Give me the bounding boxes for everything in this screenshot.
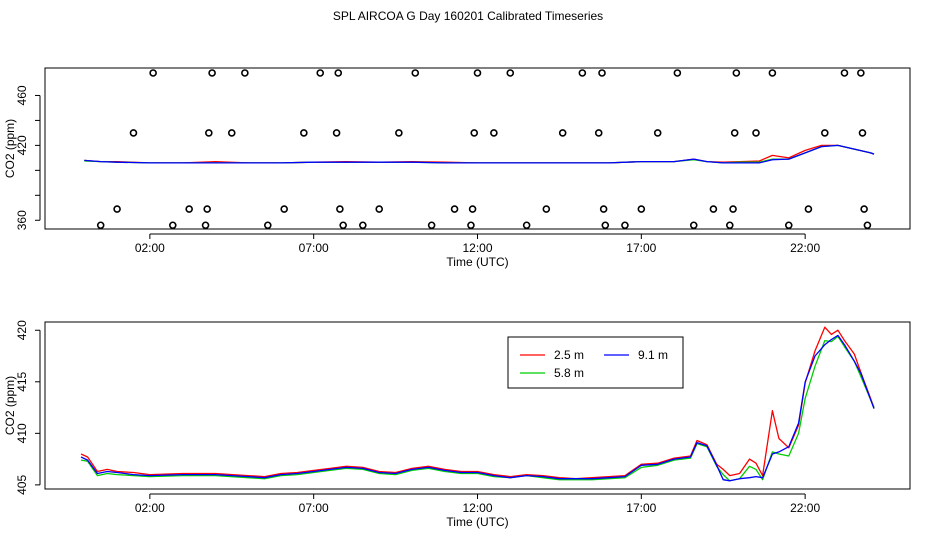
plot-frame	[44, 321, 911, 490]
calibration-point	[490, 129, 498, 137]
calibration-point	[673, 69, 682, 77]
legend-label: 5.8 m	[554, 366, 584, 380]
calibration-point	[203, 205, 211, 213]
calibration-point	[149, 69, 157, 77]
legend-label: 9.1 m	[638, 348, 668, 362]
calibration-point	[522, 221, 531, 230]
series-line-9-1-m	[80, 334, 875, 482]
plot-frame	[44, 67, 911, 230]
x-tick-label: 22:00	[790, 501, 820, 515]
calibration-point	[332, 129, 341, 137]
calibration-point	[96, 221, 105, 230]
calibration-point	[598, 69, 606, 77]
bottom-panel: 02:00 07:00 12:00 17:00 22:00 Time (UTC) 405 41…	[3, 320, 911, 529]
calibration-point	[450, 205, 459, 213]
y-tick-label: 420	[15, 135, 29, 155]
calibration-point	[339, 221, 347, 230]
y-axis-label: CO2 (ppm)	[3, 119, 17, 178]
x-tick-label: 17:00	[626, 501, 656, 515]
calibration-point	[300, 129, 308, 137]
calibration-point	[637, 205, 646, 213]
calibration-point	[473, 69, 482, 77]
x-tick-label: 07:00	[299, 241, 329, 255]
y-axis-label: CO2 (ppm)	[3, 376, 17, 435]
top-panel: 02:00 07:00 12:00 17:00 22:00 Time (UTC) 360 42…	[3, 67, 911, 269]
calibration-point	[709, 205, 718, 213]
calibration-point	[201, 221, 210, 230]
calibration-point	[411, 69, 420, 77]
calibration-point	[729, 205, 737, 213]
series-line-5-8-m	[80, 335, 875, 482]
calibration-point	[821, 129, 829, 137]
series-line-2-5-m	[80, 326, 875, 480]
calibration-point	[241, 69, 249, 77]
x-tick-label: 12:00	[462, 241, 492, 255]
calibration-point	[599, 205, 608, 213]
calibration-point	[768, 69, 777, 77]
calibration-point	[732, 69, 741, 77]
calibration-point	[375, 205, 384, 213]
calibration-point	[840, 69, 849, 77]
calibration-point	[858, 129, 867, 137]
x-axis-label: Time (UTC)	[446, 255, 508, 269]
x-tick-label: 02:00	[135, 501, 165, 515]
calibration-point	[316, 69, 325, 77]
calibration-point	[542, 205, 551, 213]
chart-title: SPL AIRCOA G Day 160201 Calibrated Times…	[332, 9, 604, 23]
calibration-point	[621, 221, 629, 230]
calibration-point	[427, 221, 436, 230]
calibration-point	[594, 129, 603, 137]
calibration-point	[558, 129, 567, 137]
calibration-point	[725, 221, 734, 230]
calibration-point	[205, 129, 213, 137]
x-tick-label: 17:00	[626, 241, 656, 255]
calibration-point	[601, 221, 610, 230]
calibration-point	[359, 221, 367, 230]
calibration-point	[264, 221, 272, 230]
legend-box	[507, 336, 684, 389]
calibration-point	[857, 69, 865, 77]
calibration-point	[468, 205, 477, 213]
calibration-point	[860, 205, 868, 213]
calibration-point	[334, 69, 343, 77]
calibration-point	[113, 205, 121, 213]
x-tick-label: 07:00	[299, 501, 329, 515]
calibration-point	[804, 205, 813, 213]
calibration-point	[752, 129, 760, 137]
calibration-point	[185, 205, 193, 213]
calibration-point	[653, 129, 662, 137]
x-axis-label: Time (UTC)	[446, 515, 508, 529]
calibration-point	[730, 129, 739, 137]
y-tick-label: 360	[15, 210, 29, 230]
x-tick-label: 02:00	[135, 241, 165, 255]
calibration-point	[689, 221, 698, 230]
y-tick-label: 405	[15, 475, 29, 495]
series-line-2-5-m	[84, 144, 875, 164]
x-tick-label: 12:00	[462, 501, 492, 515]
y-tick-label: 410	[15, 423, 29, 443]
calibration-point	[280, 205, 288, 213]
calibration-point	[336, 205, 344, 213]
y-tick-label: 420	[15, 320, 29, 340]
calibration-point	[168, 221, 177, 230]
series-line-5-8-m	[84, 144, 875, 164]
legend-label: 2.5 m	[554, 348, 584, 362]
calibration-point	[470, 129, 479, 137]
calibration-point	[395, 129, 403, 137]
calibration-point	[467, 221, 475, 230]
calibration-point	[208, 69, 216, 77]
y-tick-label: 460	[15, 85, 29, 105]
calibration-point	[784, 221, 793, 230]
calibration-point	[129, 129, 138, 137]
series-line-9-1-m	[84, 144, 875, 164]
calibration-point	[506, 69, 515, 77]
calibration-point	[578, 69, 587, 77]
x-tick-label: 22:00	[790, 241, 820, 255]
y-tick-label: 415	[15, 371, 29, 391]
calibration-point	[227, 129, 236, 137]
calibration-point	[863, 221, 872, 230]
legend: 2.5 m 9.1 m 5.8 m	[507, 336, 684, 389]
